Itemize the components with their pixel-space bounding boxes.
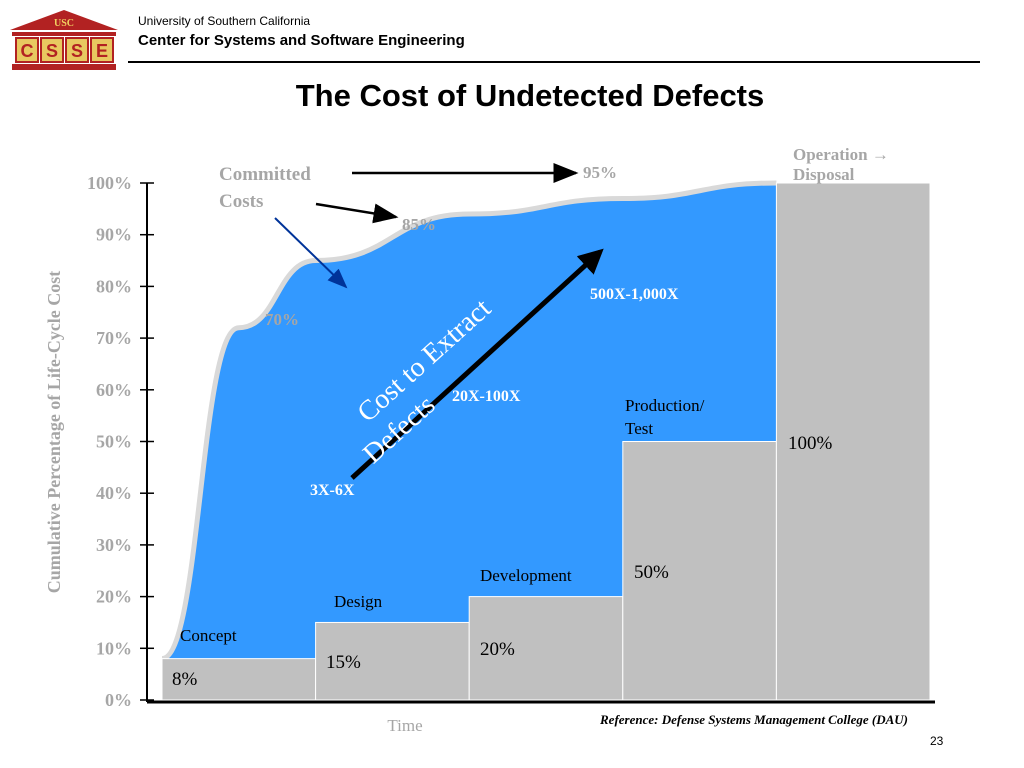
category-label: Design	[334, 592, 383, 611]
logo-letter: C	[21, 41, 34, 61]
logo-tile	[15, 37, 39, 63]
y-tick-label: 50%	[96, 432, 132, 452]
bar-2	[468, 596, 624, 701]
bar-value-label: 15%	[326, 652, 361, 673]
multiplier-label: 3X-6X	[310, 482, 355, 499]
category-label: Operation →	[793, 145, 889, 164]
logo-tile	[65, 37, 89, 63]
category-label: Development	[480, 566, 572, 585]
logo-letter: E	[96, 41, 108, 61]
y-tick-label: 20%	[96, 587, 132, 607]
slide-title: The Cost of Undetected Defects	[295, 78, 765, 113]
category-label: Test	[625, 419, 653, 438]
milestone-label: 95%	[583, 163, 617, 182]
multiplier-label: 20X-100X	[452, 388, 521, 405]
bar-4	[775, 182, 931, 701]
arrow-to-85	[315, 202, 399, 224]
committed-costs-label: Committed	[219, 164, 311, 185]
y-tick-label: 10%	[96, 638, 132, 658]
logo-tile	[90, 37, 114, 63]
category-label: Concept	[180, 626, 237, 645]
category-label: Disposal	[793, 165, 855, 184]
logo-tile	[40, 37, 64, 63]
committed-costs-label: Costs	[219, 191, 263, 212]
y-tick-label: 100%	[87, 173, 132, 193]
category-label: Production/	[625, 396, 705, 415]
bar-3	[622, 441, 777, 701]
logo-usc-text: USC	[54, 18, 74, 29]
milestone-label: 70%	[265, 310, 299, 329]
extract-arrow	[350, 248, 604, 480]
header-divider	[128, 61, 980, 63]
y-tick-label: 40%	[96, 483, 132, 503]
y-tick-label: 70%	[96, 328, 132, 348]
y-tick-label: 90%	[96, 225, 132, 245]
bar-value-label: 8%	[172, 669, 198, 690]
y-axis-label: Cumulative Percentage of Life-Cycle Cost	[44, 271, 64, 594]
bar-value-label: 50%	[634, 562, 669, 583]
x-axis-label: Time	[387, 716, 422, 735]
bar-value-label: 100%	[788, 433, 833, 454]
institution-name: University of Southern California	[138, 14, 311, 28]
arrow-to-curve	[274, 217, 348, 289]
logo-letter: S	[71, 41, 83, 61]
y-tick-label: 0%	[105, 690, 132, 710]
milestone-label: 85%	[402, 215, 436, 234]
y-tick-label: 60%	[96, 380, 132, 400]
reference-note: Reference: Defense Systems Management Co…	[600, 712, 908, 727]
center-name: Center for Systems and Software Engineer…	[138, 32, 465, 49]
y-tick-label: 30%	[96, 535, 132, 555]
page-number: 23	[930, 734, 944, 748]
logo-letter: S	[46, 41, 58, 61]
bar-value-label: 20%	[480, 639, 515, 660]
y-tick-label: 80%	[96, 276, 132, 296]
multiplier-label: 500X-1,000X	[590, 286, 679, 303]
committed-cost-curve	[161, 180, 777, 662]
